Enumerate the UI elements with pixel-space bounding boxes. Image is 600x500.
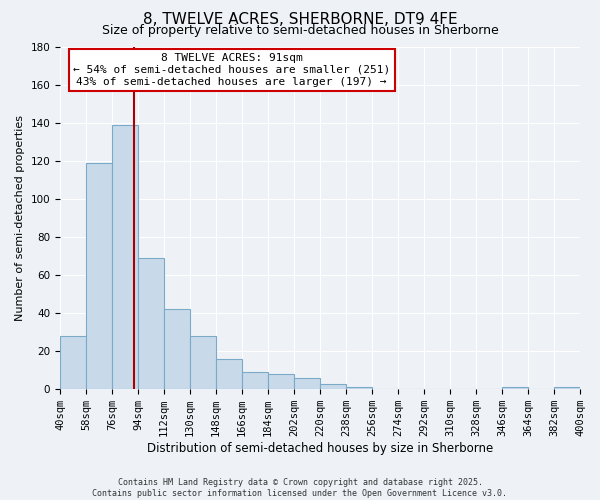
Text: Contains HM Land Registry data © Crown copyright and database right 2025.
Contai: Contains HM Land Registry data © Crown c…	[92, 478, 508, 498]
Bar	[242, 372, 268, 389]
Bar	[554, 388, 580, 389]
Bar	[86, 162, 112, 389]
Bar	[164, 310, 190, 389]
Bar	[502, 388, 528, 389]
Bar	[320, 384, 346, 389]
Text: Size of property relative to semi-detached houses in Sherborne: Size of property relative to semi-detach…	[101, 24, 499, 37]
Bar	[112, 124, 138, 389]
Bar	[190, 336, 216, 389]
Bar	[60, 336, 86, 389]
Text: 8 TWELVE ACRES: 91sqm
← 54% of semi-detached houses are smaller (251)
43% of sem: 8 TWELVE ACRES: 91sqm ← 54% of semi-deta…	[73, 54, 390, 86]
Bar	[216, 359, 242, 389]
Bar	[294, 378, 320, 389]
Bar	[268, 374, 294, 389]
X-axis label: Distribution of semi-detached houses by size in Sherborne: Distribution of semi-detached houses by …	[147, 442, 493, 455]
Bar	[138, 258, 164, 389]
Y-axis label: Number of semi-detached properties: Number of semi-detached properties	[15, 115, 25, 321]
Bar	[346, 388, 372, 389]
Text: 8, TWELVE ACRES, SHERBORNE, DT9 4FE: 8, TWELVE ACRES, SHERBORNE, DT9 4FE	[143, 12, 457, 28]
